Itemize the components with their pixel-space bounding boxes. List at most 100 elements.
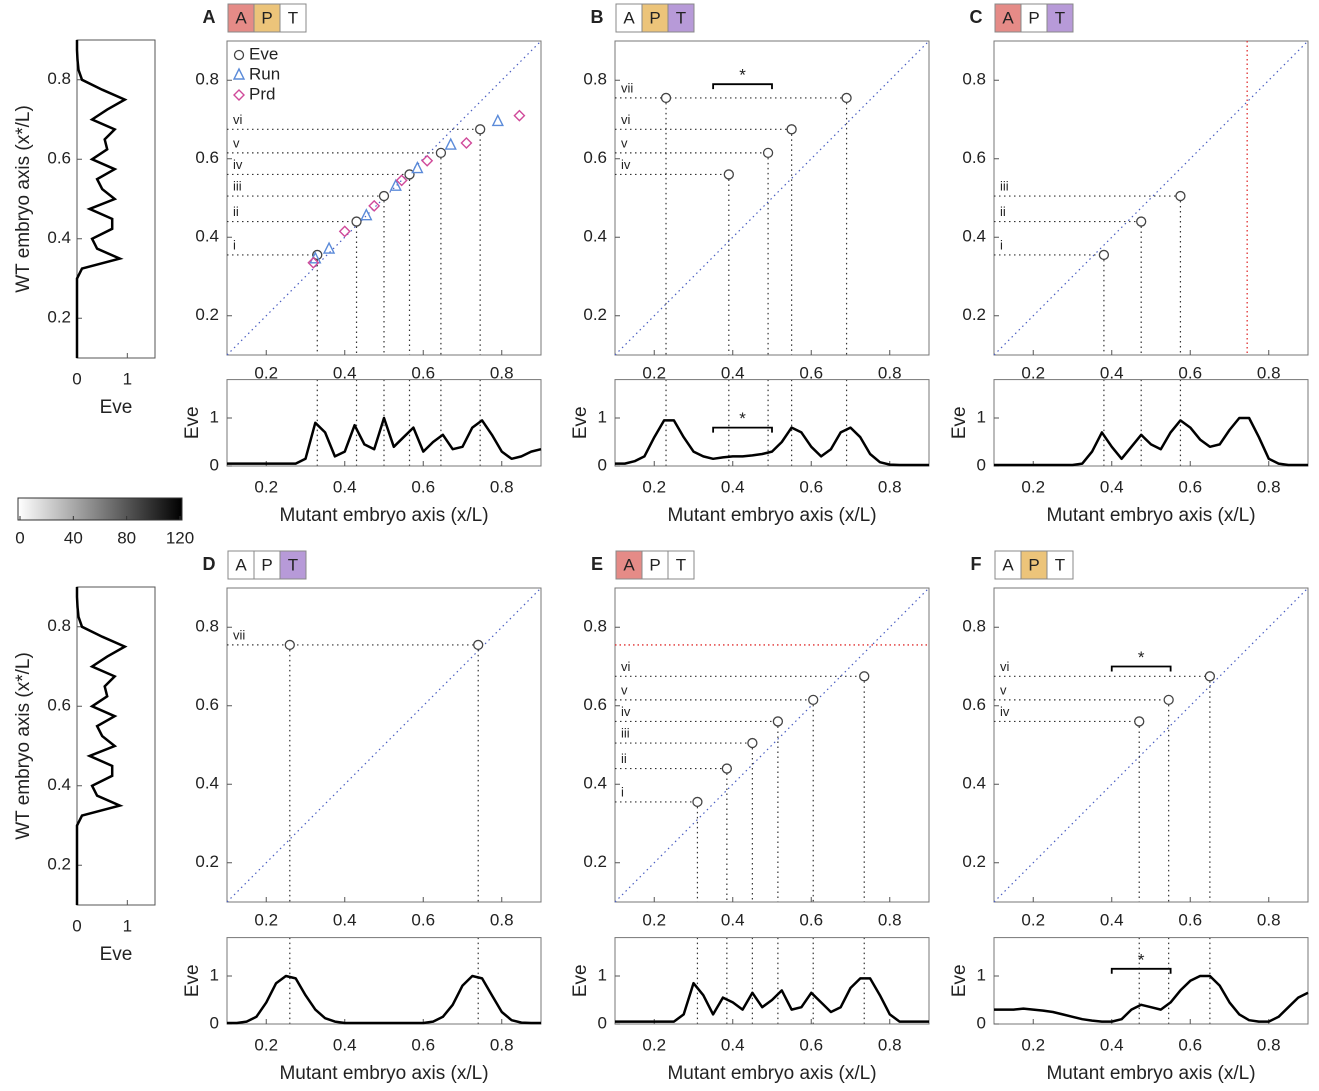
condition-tag-label: P (649, 8, 660, 27)
stripe-label: vii (621, 80, 633, 95)
prd-marker (338, 225, 351, 238)
x-tick-label: 0.2 (642, 910, 666, 929)
x-tick-label: 0.4 (333, 910, 357, 929)
x-tick-label: 0.4 (333, 1035, 357, 1054)
panel-label: C (970, 7, 983, 27)
prd-marker (460, 137, 473, 150)
y-tick-label: 0.8 (47, 69, 71, 88)
panel-label: E (591, 554, 603, 574)
y-tick-label: 1 (598, 965, 607, 984)
condition-tag (1020, 550, 1048, 580)
eve-marker (1175, 190, 1186, 202)
significance-label: * (1138, 648, 1145, 667)
x-tick-label: 0.6 (799, 363, 823, 382)
profile-frame (226, 937, 542, 1025)
x-tick-label: 1 (123, 916, 132, 935)
x-tick-label: 0 (72, 369, 81, 388)
x-tick-label: 0.6 (411, 910, 435, 929)
y-tick-label: 1 (210, 965, 219, 984)
eve-mean-line (227, 416, 542, 465)
x-tick-label: 0.2 (1021, 477, 1045, 496)
condition-tag-label: T (676, 555, 686, 574)
x-tick-label: 0.4 (1100, 363, 1124, 382)
eve-marker (351, 216, 362, 227)
plot-frame (76, 39, 156, 359)
stripe-label: vi (621, 659, 631, 674)
eve-marker (284, 639, 295, 651)
x-tick-label: 0.6 (1178, 1035, 1202, 1054)
x-tick-label: 0.8 (878, 363, 902, 382)
eve-marker (1136, 216, 1147, 227)
identity-line (993, 587, 1309, 903)
x-axis-label: Mutant embryo axis (x/L) (667, 505, 876, 526)
x-tick-label: 0.8 (1257, 477, 1281, 496)
condition-tag (667, 550, 695, 580)
significance-bracket (1110, 665, 1172, 672)
x-tick-label: 0.2 (1021, 1035, 1045, 1054)
condition-tag-label: T (676, 8, 686, 27)
condition-tag-label: A (623, 555, 635, 574)
y-tick-label: 0.6 (962, 695, 986, 714)
x-tick-label: 1 (123, 369, 132, 388)
x-tick-label: 0.8 (878, 1035, 902, 1054)
condition-tag (1020, 3, 1048, 33)
significance-label: * (1138, 950, 1145, 969)
x-tick-label: 0.4 (1100, 477, 1124, 496)
y-tick-label: 1 (210, 407, 219, 426)
y-tick-label: 0.4 (47, 775, 71, 794)
eve-mean-line (615, 419, 929, 467)
y-tick-label: 0.2 (962, 305, 986, 324)
prd-marker (513, 109, 526, 122)
y-tick-label: 0.6 (195, 695, 219, 714)
y-tick-label: 0.8 (583, 617, 607, 636)
run-marker (444, 137, 457, 150)
eve-mean-line (994, 974, 1309, 1023)
condition-tag (227, 3, 255, 33)
prd-marker (233, 89, 245, 101)
y-tick-label: 0 (977, 1013, 986, 1032)
y-tick-label: 0.8 (962, 70, 986, 89)
panel-label: D (203, 554, 216, 574)
stripe-label: iv (1000, 704, 1010, 719)
x-tick-label: 0.2 (642, 477, 666, 496)
prd-marker (368, 199, 381, 212)
identity-line (226, 587, 542, 903)
eve-marker (475, 124, 486, 135)
stripe-label: ii (1000, 204, 1006, 219)
colorbar-tick-label: 80 (117, 528, 136, 547)
stripe-label: vi (233, 112, 243, 127)
heatmap-frame (614, 587, 930, 903)
y-tick-label: 0 (210, 455, 219, 474)
eve-mean-line (994, 416, 1308, 467)
y-tick-label: 0 (977, 455, 986, 474)
condition-tag-label: A (1002, 555, 1014, 574)
stripe-label: iv (621, 157, 631, 172)
eve-marker (841, 92, 852, 104)
x-tick-label: 0.4 (333, 363, 357, 382)
y-tick-label: 0.2 (47, 308, 71, 327)
eve-marker (378, 190, 390, 202)
colorbar (17, 497, 183, 521)
eve-marker (859, 671, 870, 682)
stripe-label: iv (621, 704, 631, 719)
run-marker (360, 208, 373, 221)
eve-mean-line (615, 977, 929, 1023)
y-axis-label: Eve (570, 406, 591, 439)
eve-profile-line (75, 587, 128, 905)
identity-line (993, 40, 1309, 356)
x-tick-label: 0.8 (1257, 363, 1281, 382)
identity-line (614, 587, 930, 903)
profile-frame (993, 937, 1309, 1025)
heatmap-frame (993, 40, 1309, 356)
eve-marker (721, 763, 733, 774)
stripe-label: v (1000, 682, 1007, 697)
x-tick-label: 0.8 (1257, 910, 1281, 929)
x-tick-label: 0.8 (878, 477, 902, 496)
y-tick-label: 0.4 (583, 774, 607, 793)
run-marker (322, 241, 336, 254)
y-tick-label: 0 (598, 1013, 607, 1032)
stripe-label: ii (621, 751, 627, 766)
y-tick-label: 0.2 (47, 855, 71, 874)
eve-marker (762, 147, 774, 159)
